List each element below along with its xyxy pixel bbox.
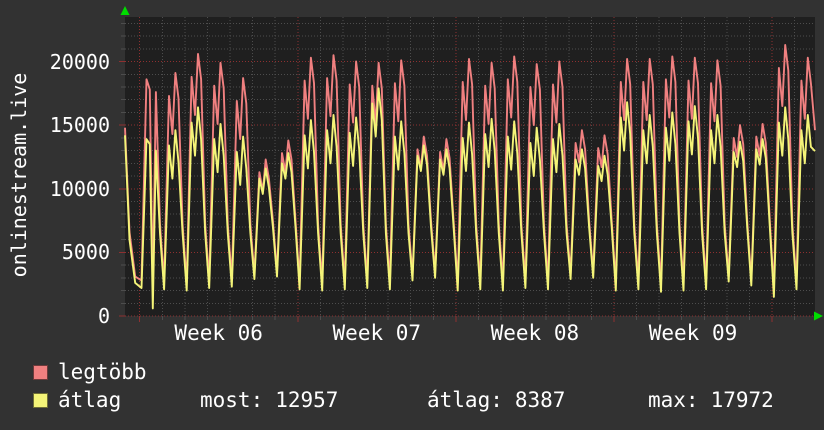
legend-entry-legtobb: legtöbb	[33, 362, 147, 383]
stat-label: átlag:	[427, 388, 503, 412]
y-axis-tick-label: 10000	[49, 176, 110, 201]
stat-most: most: 12957	[200, 390, 338, 411]
x-axis-week-label: Week 08	[490, 321, 580, 345]
legend-swatch	[33, 365, 48, 380]
stat-label: max:	[648, 388, 699, 412]
stat-atlag: átlag: 8387	[427, 390, 565, 411]
stat-value: 12957	[275, 388, 339, 412]
legend-label: átlag	[58, 388, 122, 412]
series-line-atlag	[124, 87, 816, 310]
x-axis-week-label: Week 06	[174, 321, 263, 345]
stat-value: 8387	[514, 388, 566, 412]
x-axis-week-label: Week 09	[648, 321, 738, 345]
series-line-legtobb	[124, 44, 816, 292]
stat-label: most:	[200, 388, 264, 412]
stat-max: max: 17972	[648, 390, 774, 411]
graph-vertical-title: onlinestream.live	[7, 72, 31, 278]
y-axis-tick-label: 5000	[61, 240, 110, 265]
x-axis-week-label: Week 07	[332, 321, 422, 345]
y-axis-tick-label: 20000	[49, 49, 110, 74]
x-axis-arrow-icon	[814, 311, 823, 321]
legend-swatch	[33, 393, 48, 408]
y-axis-arrow-icon	[120, 6, 130, 15]
legend-label: legtöbb	[58, 360, 147, 384]
chart-canvas	[119, 6, 823, 322]
y-axis-tick-label: 0	[97, 304, 110, 328]
stat-value: 17972	[710, 388, 774, 412]
y-axis-tick-label: 15000	[49, 113, 110, 138]
legend-entry-atlag: átlag	[33, 390, 121, 411]
